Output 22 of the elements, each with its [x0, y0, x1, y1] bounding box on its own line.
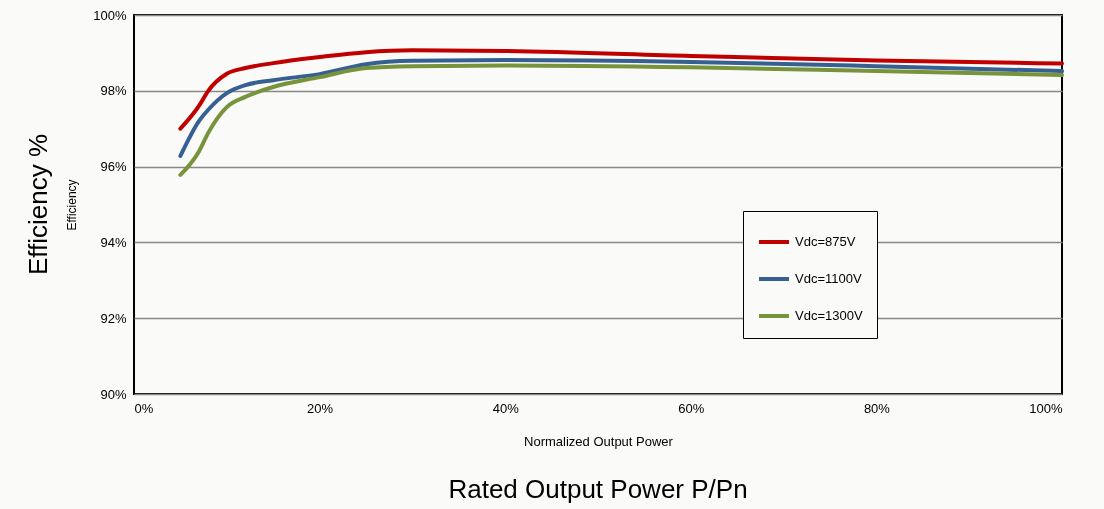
line-series — [178, 63, 1064, 177]
y-tick-label: 100% — [93, 7, 127, 23]
text: Normalized Output Power — [524, 433, 674, 449]
x-tick-label: 60% — [678, 400, 705, 416]
line-series — [178, 58, 1064, 158]
y-axis-title: Efficiency % — [23, 133, 53, 276]
legend-label: Vdc=1300V — [795, 308, 863, 323]
y-tick-label: 90% — [100, 386, 127, 402]
y-tick-label: 94% — [100, 234, 127, 250]
x-tick-label: 0% — [134, 400, 154, 416]
x-tick-label: 40% — [492, 400, 520, 416]
y-tick-label: 92% — [100, 310, 127, 326]
y-tick-label: 98% — [100, 83, 127, 99]
x-tick-label: 100% — [1029, 400, 1063, 416]
legend-label: Vdc=875V — [795, 234, 856, 249]
line-series — [178, 48, 1064, 131]
x-tick-label: 20% — [307, 400, 334, 416]
x-axis-title: Rated Output Power P/Pn — [448, 474, 748, 504]
legend-label: Vdc=1100V — [795, 271, 862, 286]
text: Efficiency — [65, 179, 80, 231]
y-tick-label: 96% — [100, 159, 127, 175]
x-tick-label: 80% — [863, 400, 891, 416]
